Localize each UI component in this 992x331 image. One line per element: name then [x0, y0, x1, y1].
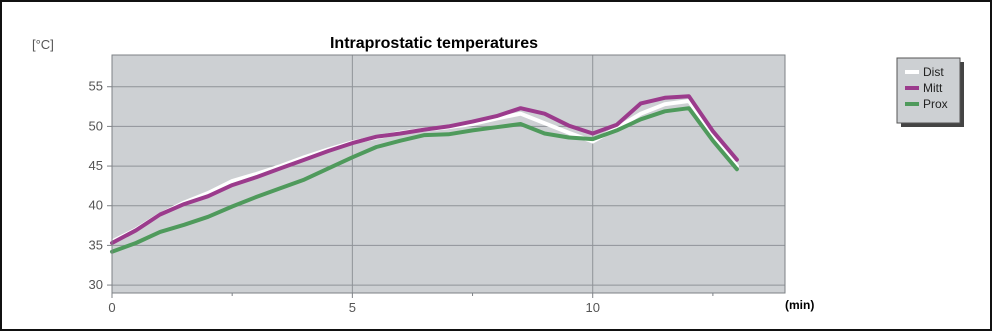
plot-border: [111, 54, 786, 294]
series-line-prox: [110, 106, 739, 254]
y-tick-label: 55: [89, 79, 103, 94]
y-axis-label: [°C]: [32, 37, 54, 52]
y-tick-label: 50: [89, 118, 103, 133]
y-tick-label: 45: [89, 158, 103, 173]
legend-label-prox: Prox: [923, 97, 948, 111]
y-tick-label: 30: [89, 277, 103, 292]
legend-label-dist: Dist: [923, 65, 944, 79]
legend-box: [896, 57, 961, 124]
chart-title: Intraprostatic temperatures: [330, 35, 538, 52]
x-tick-label: 0: [108, 300, 115, 315]
legend-label-mitt: Mitt: [923, 81, 943, 95]
x-tick-label: 10: [585, 300, 599, 315]
y-tick-label: 40: [89, 198, 103, 213]
axis-ticks: 30 35 40 45 50 55 0 5 10: [89, 79, 714, 315]
series-lines: [110, 94, 739, 254]
x-axis-label: (min): [785, 298, 814, 312]
y-tick-label: 35: [89, 237, 103, 252]
series-line-mitt: [110, 94, 739, 245]
plot-area: [112, 55, 785, 293]
legend: Dist Mitt Prox: [896, 57, 964, 127]
x-tick-label: 5: [349, 300, 356, 315]
